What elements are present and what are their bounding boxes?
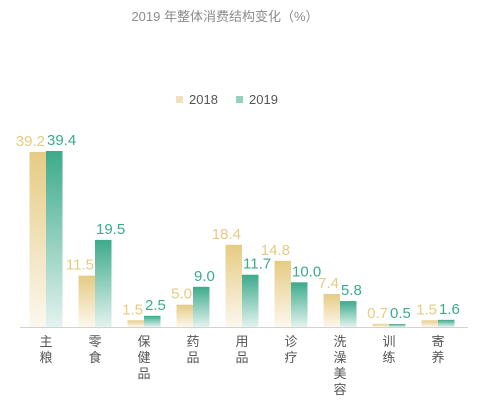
bars-group	[29, 151, 455, 327]
value-label-2019-5: 10.0	[292, 263, 321, 280]
bar-2019-3	[193, 286, 210, 327]
value-label-2018-3: 5.0	[171, 286, 192, 303]
category-label-8: 寄养	[431, 334, 445, 365]
bar-2018-7	[372, 323, 389, 327]
value-label-2018-6: 7.4	[318, 275, 339, 292]
value-labels-group: 39.2 39.411.519.51.5 2.55.09.018.411.714.8…	[16, 132, 460, 322]
legend-label-2018: 2018	[189, 91, 218, 107]
bar-2018-4	[225, 244, 242, 327]
bar-2018-5	[274, 260, 291, 327]
bar-2018-2	[127, 320, 144, 327]
value-label-2019-7: 0.5	[390, 305, 411, 322]
category-label-5: 诊疗	[284, 334, 298, 365]
value-label-2019-0: 39.4	[47, 132, 76, 149]
legend-item-2018: 2018	[176, 91, 218, 107]
bar-2019-0	[46, 151, 63, 327]
bar-2018-1	[78, 275, 95, 327]
value-label-2019-8: 1.6	[439, 301, 460, 318]
bar-2018-6	[323, 293, 340, 327]
bar-2018-0	[29, 151, 46, 327]
legend-label-2019: 2019	[249, 91, 278, 107]
value-label-2019-2: 2.5	[145, 297, 166, 314]
legend-swatch-2018	[176, 95, 183, 103]
value-label-2018-4: 18.4	[212, 226, 241, 243]
value-label-2019-6: 5.8	[341, 282, 362, 299]
chart-title: 2019 年整体消费结构变化（%）	[131, 9, 319, 24]
value-label-2019-1: 19.5	[96, 221, 125, 238]
value-label-2019-4: 11.7	[243, 256, 271, 273]
category-label-1: 零食	[88, 334, 102, 365]
bar-2019-1	[95, 239, 112, 327]
value-label-2018-7: 0.7	[367, 305, 388, 322]
bar-2019-6	[340, 301, 357, 327]
category-label-6: 洗澡美容	[333, 334, 347, 397]
value-label-2018-5: 14.8	[261, 242, 290, 259]
legend-swatch-2019	[236, 95, 243, 103]
bar-2019-5	[291, 282, 308, 327]
category-label-7: 训练	[382, 334, 396, 365]
bar-2018-3	[176, 304, 193, 327]
category-label-3: 药品	[186, 334, 200, 365]
bar-2019-2	[144, 315, 161, 327]
value-label-2018-2: 1.5	[122, 301, 143, 318]
value-label-2018-0: 39.2	[16, 133, 45, 150]
category-label-4: 用品	[235, 334, 249, 365]
value-label-2019-3: 9.0	[194, 268, 215, 285]
bar-2019-7	[389, 324, 406, 327]
category-label-0: 主粮	[39, 334, 53, 365]
value-label-2018-8: 1.5	[416, 301, 437, 318]
bar-2019-8	[438, 319, 455, 327]
bar-2018-8	[421, 320, 438, 327]
category-label-2: 保健品	[137, 334, 151, 381]
value-label-2018-1: 11.5	[66, 257, 94, 274]
legend-item-2019: 2019	[236, 91, 278, 107]
bar-2019-4	[242, 274, 259, 327]
